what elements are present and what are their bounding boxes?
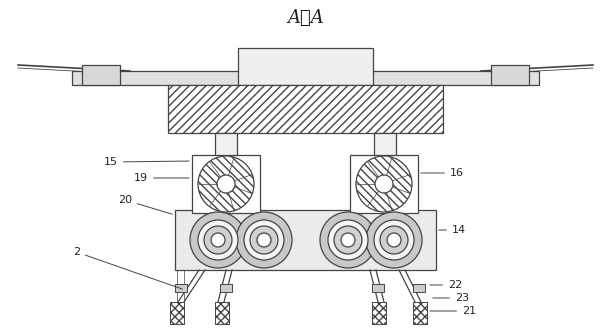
Text: 2: 2 [73, 247, 182, 289]
Circle shape [211, 233, 225, 247]
Bar [491, 65, 529, 85]
Bar [168, 85, 443, 133]
Circle shape [341, 233, 355, 247]
Circle shape [198, 220, 238, 260]
Text: 15: 15 [104, 157, 189, 167]
Circle shape [328, 220, 368, 260]
Bar [220, 284, 232, 292]
Circle shape [387, 233, 401, 247]
Circle shape [380, 226, 408, 254]
Circle shape [366, 212, 422, 268]
Bar [339, 71, 539, 85]
Bar [82, 65, 120, 85]
Circle shape [375, 175, 393, 193]
Text: 23: 23 [433, 293, 469, 303]
Circle shape [250, 226, 278, 254]
Bar [372, 302, 386, 324]
Circle shape [190, 212, 246, 268]
Circle shape [356, 156, 412, 212]
Bar [72, 71, 272, 85]
Bar [413, 302, 427, 324]
Bar [215, 302, 229, 324]
Bar [215, 133, 237, 161]
Circle shape [257, 233, 271, 247]
Bar [374, 133, 396, 161]
Circle shape [320, 212, 376, 268]
Bar [372, 284, 384, 292]
Text: 16: 16 [421, 168, 464, 178]
Text: 22: 22 [430, 280, 463, 290]
Bar [192, 155, 260, 213]
Text: 21: 21 [430, 306, 476, 316]
Circle shape [204, 226, 232, 254]
Circle shape [374, 220, 414, 260]
Bar [170, 302, 184, 324]
Text: 20: 20 [118, 195, 172, 214]
Circle shape [244, 220, 284, 260]
Text: 19: 19 [134, 173, 189, 183]
Circle shape [236, 212, 292, 268]
Circle shape [198, 156, 254, 212]
Bar [350, 155, 418, 213]
Circle shape [334, 226, 362, 254]
Text: 14: 14 [439, 225, 466, 235]
Text: A－A: A－A [288, 9, 324, 27]
Circle shape [217, 175, 235, 193]
Bar [175, 210, 436, 270]
Bar [238, 48, 373, 85]
Bar [175, 284, 187, 292]
Bar [413, 284, 425, 292]
